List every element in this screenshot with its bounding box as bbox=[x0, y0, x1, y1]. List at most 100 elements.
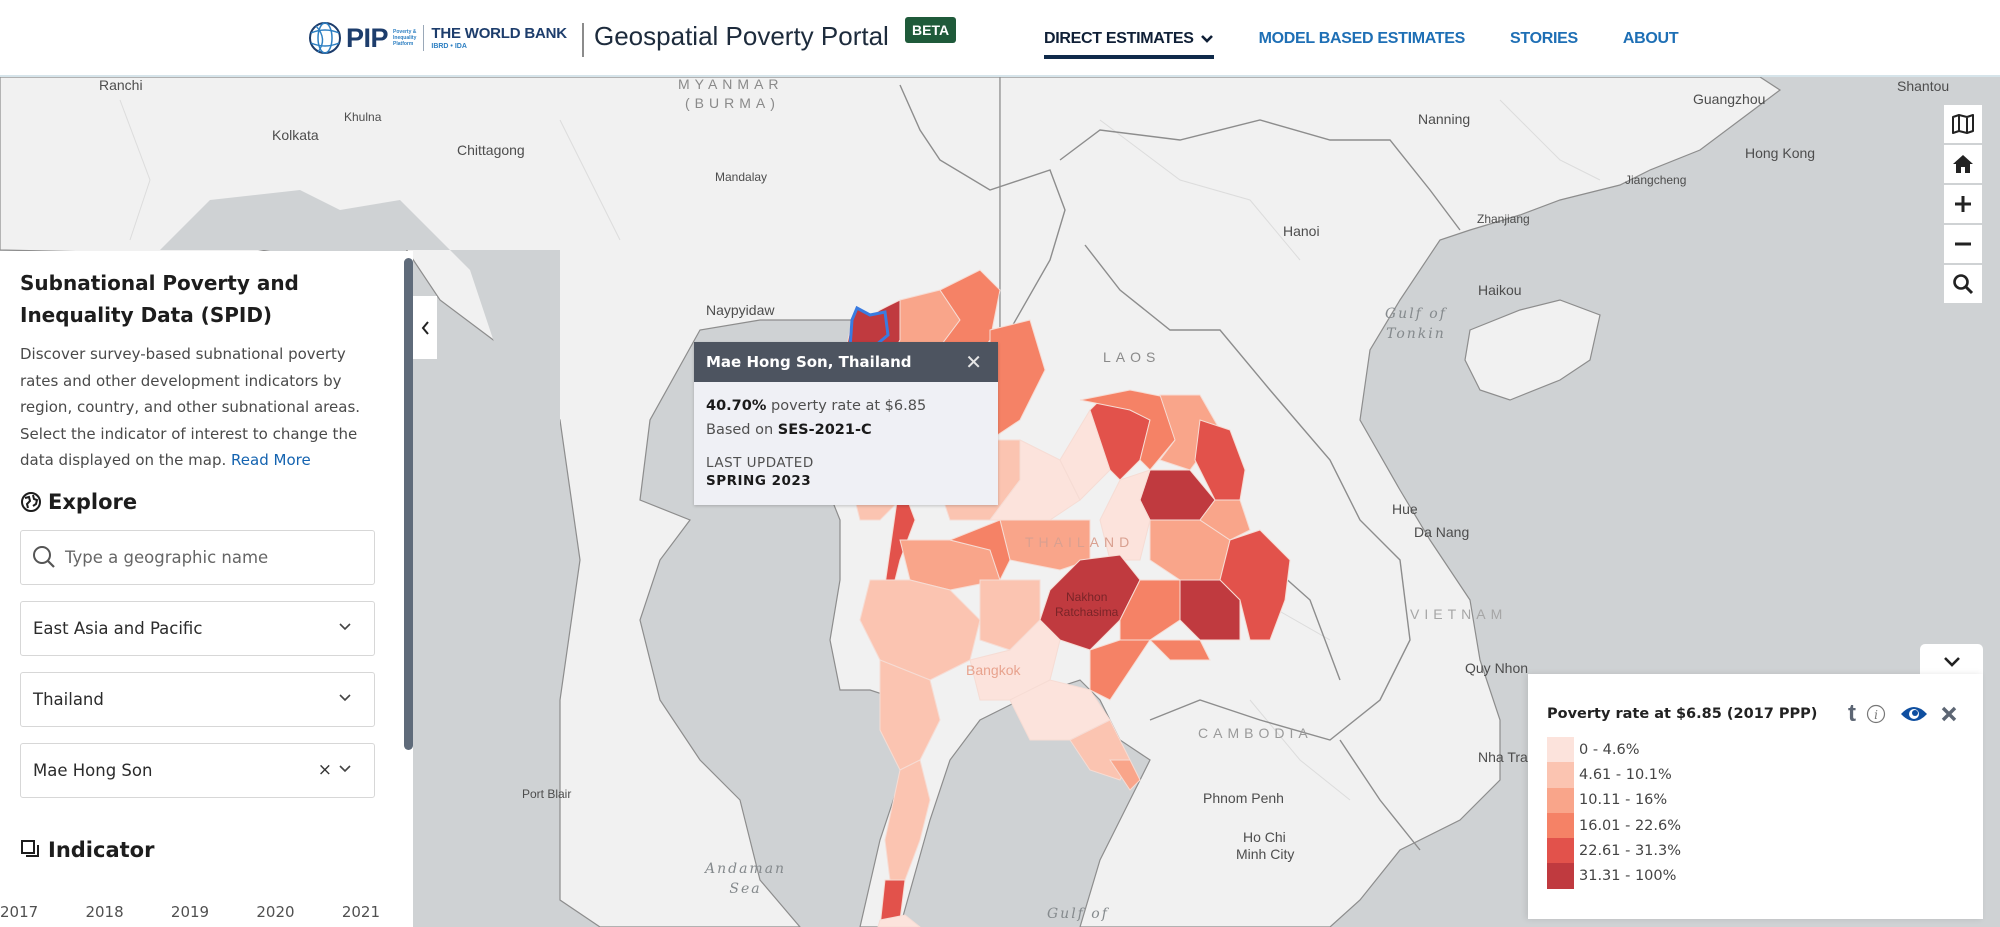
chevron-down-icon bbox=[339, 622, 351, 630]
nav-model-based-estimates[interactable]: MODEL BASED ESTIMATES bbox=[1258, 29, 1466, 47]
nav-direct-estimates[interactable]: DIRECT ESTIMATES bbox=[1044, 0, 1214, 77]
map-label: Jiangcheng bbox=[1625, 173, 1687, 187]
map-label: Ho Chi bbox=[1243, 829, 1286, 845]
search-icon bbox=[1953, 274, 1974, 295]
close-icon[interactable] bbox=[1940, 705, 1958, 723]
globe-icon bbox=[21, 491, 41, 512]
year-tick[interactable]: 2017 bbox=[0, 903, 39, 921]
map-label: Guangzhou bbox=[1693, 91, 1766, 107]
legend-swatch bbox=[1547, 737, 1574, 763]
title-divider bbox=[582, 23, 584, 57]
sea-label: Andaman Sea bbox=[705, 861, 787, 897]
sea-label: Gulf of Tonkin bbox=[1385, 306, 1447, 342]
map-label: Hanoi bbox=[1283, 223, 1320, 239]
region-select[interactable]: East Asia and Pacific bbox=[20, 600, 375, 656]
beta-badge: BETA bbox=[905, 17, 957, 43]
year-tick[interactable]: 2020 bbox=[256, 903, 295, 921]
clear-selection-icon[interactable]: × bbox=[317, 759, 332, 780]
zoom-out-icon bbox=[1955, 242, 1971, 246]
chevron-down-icon bbox=[339, 693, 351, 701]
nav-stories[interactable]: STORIES bbox=[1510, 29, 1578, 47]
poverty-value: 40.70% bbox=[706, 398, 767, 414]
left-panel: Subnational Poverty and Inequality Data … bbox=[0, 251, 413, 927]
legend-item: 10.11 - 16% bbox=[1547, 787, 1681, 813]
geographic-search-input[interactable]: Type a geographic name bbox=[20, 529, 375, 585]
map-label: Haikou bbox=[1478, 282, 1522, 298]
panel-title: Subnational Poverty and Inequality Data … bbox=[20, 271, 299, 327]
legend-item: 31.31 - 100% bbox=[1547, 863, 1681, 889]
legend-panel: Poverty rate at $6.85 (2017 PPP) t i 0 -… bbox=[1528, 674, 1983, 919]
nav-about[interactable]: ABOUT bbox=[1622, 29, 1679, 47]
chevron-down-icon bbox=[1943, 657, 1960, 667]
map-label: Nha Trang bbox=[1478, 749, 1544, 765]
sea-label: Gulf of bbox=[1047, 906, 1109, 922]
map-label: Minh City bbox=[1236, 846, 1295, 862]
pip-subtitle: Poverty & Inequality Platform bbox=[393, 29, 417, 47]
logo-divider bbox=[423, 25, 425, 51]
popup-header: Mae Hong Son, Thailand ✕ bbox=[694, 342, 998, 382]
zoom-out-button[interactable] bbox=[1944, 225, 1982, 263]
legend-swatch bbox=[1547, 787, 1574, 813]
legend-classes: 0 - 4.6% 4.61 - 10.1% 10.11 - 16% 16.01 … bbox=[1547, 737, 1681, 889]
map-label: Ranchi bbox=[99, 77, 143, 93]
svg-text:i: i bbox=[1874, 708, 1878, 722]
updated-value: SPRING 2023 bbox=[706, 473, 812, 489]
map-label: Khulna bbox=[344, 110, 382, 124]
world-bank-wordmark: THE WORLD BANK IBRD • IDA bbox=[431, 24, 567, 50]
map-label: Da Nang bbox=[1414, 524, 1470, 540]
layers-icon bbox=[21, 839, 39, 857]
country-label: VIETNAM bbox=[1410, 606, 1508, 622]
info-icon[interactable]: i bbox=[1866, 704, 1886, 724]
map-label: Chittagong bbox=[457, 142, 525, 158]
country-label: THAILAND bbox=[1025, 534, 1135, 550]
close-icon[interactable]: ✕ bbox=[965, 350, 982, 374]
survey-name: SES-2021-C bbox=[777, 422, 872, 438]
updated-label: LAST UPDATED bbox=[706, 455, 814, 471]
country-select[interactable]: Thailand bbox=[20, 671, 375, 727]
map-label: Hong Kong bbox=[1745, 145, 1816, 161]
year-tick[interactable]: 2019 bbox=[170, 903, 210, 921]
legend-item: 0 - 4.6% bbox=[1547, 737, 1681, 763]
map-label: Nanning bbox=[1418, 111, 1471, 127]
pip-worldbank-logo[interactable]: PIP Poverty & Inequality Platform THE WO… bbox=[308, 18, 567, 58]
map-label: Zhanjiang bbox=[1477, 212, 1530, 226]
basemap bbox=[0, 77, 1782, 927]
map-icon bbox=[1952, 114, 1974, 134]
legend-swatch bbox=[1547, 863, 1574, 889]
popup-title: Mae Hong Son, Thailand bbox=[706, 353, 912, 371]
text-icon[interactable]: t bbox=[1848, 700, 1856, 727]
year-timeline[interactable]: 2017 2018 2019 2020 2021 bbox=[0, 903, 380, 921]
country-label: MYANMAR bbox=[678, 77, 784, 92]
map-label: Shantou bbox=[1897, 78, 1950, 94]
search-icon bbox=[33, 546, 55, 568]
map-label: Kolkata bbox=[272, 127, 319, 143]
map-search-button[interactable] bbox=[1944, 265, 1982, 303]
country-label: LAOS bbox=[1103, 349, 1161, 365]
legend-item: 22.61 - 31.3% bbox=[1547, 838, 1681, 864]
read-more-link[interactable]: Read More bbox=[231, 451, 311, 469]
year-tick[interactable]: 2018 bbox=[85, 903, 124, 921]
legend-item: 16.01 - 22.6% bbox=[1547, 812, 1681, 839]
map-label: Ratchasima bbox=[1055, 605, 1119, 619]
chevron-down-icon bbox=[339, 764, 351, 772]
indicator-heading: Indicator bbox=[20, 838, 375, 862]
panel-description: Discover survey-based subnational povert… bbox=[20, 345, 361, 469]
globe-logo-icon bbox=[309, 22, 341, 54]
panel-scrollbar[interactable] bbox=[404, 258, 413, 750]
subnational-select[interactable]: Mae Hong Son × bbox=[20, 742, 375, 798]
map-label: Mandalay bbox=[715, 170, 768, 184]
country-label: (BURMA) bbox=[685, 95, 780, 111]
eye-icon[interactable] bbox=[1900, 705, 1928, 723]
zoom-in-icon bbox=[1955, 196, 1971, 212]
map-label: Quy Nhon bbox=[1465, 660, 1529, 676]
popup-body: 40.70% poverty rate at $6.85 Based on SE… bbox=[694, 382, 998, 502]
collapse-panel-button[interactable] bbox=[413, 296, 437, 359]
home-button[interactable] bbox=[1944, 145, 1982, 183]
country-label: CAMBODIA bbox=[1198, 725, 1313, 741]
chevron-left-icon bbox=[421, 320, 429, 335]
map-label: Naypyidaw bbox=[706, 302, 775, 318]
map-label: Port Blair bbox=[522, 787, 572, 801]
zoom-in-button[interactable] bbox=[1944, 185, 1982, 223]
basemap-button[interactable] bbox=[1944, 105, 1982, 143]
year-tick[interactable]: 2021 bbox=[341, 903, 380, 921]
